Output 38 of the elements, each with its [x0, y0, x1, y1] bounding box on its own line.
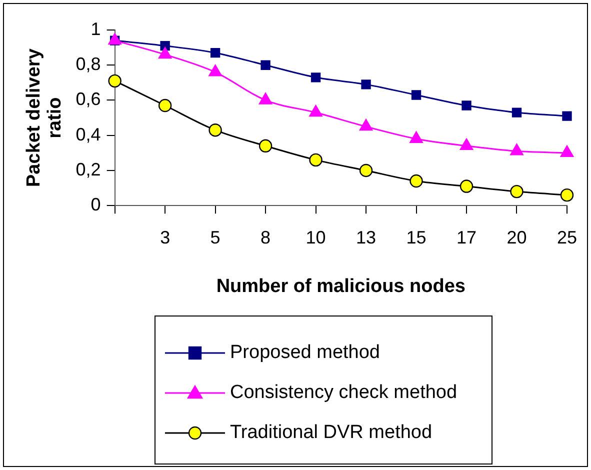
legend-label: Consistency check method: [230, 382, 458, 404]
y-tick-label: 1: [90, 18, 101, 39]
y-tick-label: 0: [90, 194, 101, 215]
point: [510, 184, 524, 198]
y-axis-title: Packet delivery ratio: [24, 48, 66, 187]
point: [258, 139, 272, 152]
y-tick-label: 0,8: [76, 54, 101, 74]
x-tick-label: 13: [356, 227, 376, 248]
x-tick-label: 5: [210, 227, 220, 248]
x-tick-label: 8: [260, 227, 271, 248]
point: [260, 60, 270, 70]
point: [108, 74, 122, 88]
y-tick-label: 0,6: [76, 89, 101, 110]
point: [309, 153, 322, 167]
x-tick-label: 10: [306, 227, 326, 248]
point: [310, 72, 321, 82]
point: [210, 48, 220, 58]
point: [361, 80, 371, 90]
x-tick-label: 20: [506, 227, 527, 248]
x-tick-label: 15: [406, 227, 426, 248]
x-axis-title: Number of malicious nodes: [216, 276, 466, 297]
point: [410, 174, 423, 188]
x-tick-label: 25: [556, 227, 578, 248]
point: [562, 111, 572, 121]
x-tick-label: 17: [456, 227, 477, 248]
legend-label: Proposed method: [230, 342, 380, 364]
x-tick-label: 3: [160, 227, 170, 248]
point: [158, 98, 172, 112]
point: [512, 108, 522, 118]
y-tick-label: 0,4: [76, 124, 101, 144]
point: [462, 100, 472, 110]
point: [208, 123, 222, 137]
legend-label: Traditional DVR method: [230, 422, 432, 444]
point: [411, 90, 422, 100]
point: [359, 164, 373, 178]
y-tick-label: 0,2: [76, 159, 101, 180]
point: [560, 188, 574, 202]
point: [460, 180, 474, 193]
